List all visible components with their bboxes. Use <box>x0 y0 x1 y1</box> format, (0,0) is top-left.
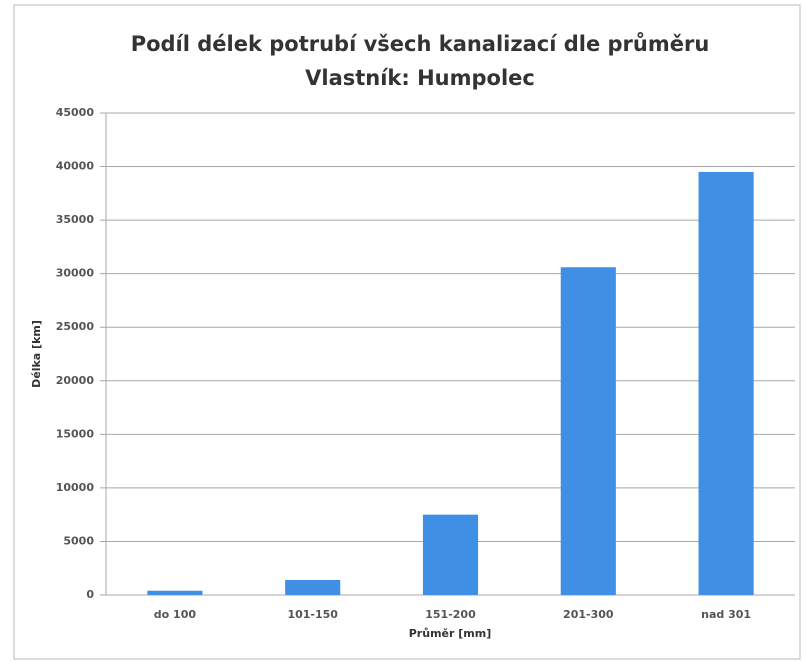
x-tick-label: 101-150 <box>287 608 338 621</box>
bar <box>285 580 341 595</box>
bar <box>560 267 616 595</box>
bar <box>147 590 203 595</box>
x-tick-label: nad 301 <box>701 608 751 621</box>
y-tick-label: 40000 <box>56 160 95 173</box>
bar <box>422 514 479 595</box>
y-tick-label: 45000 <box>56 106 95 119</box>
y-tick-label: 30000 <box>56 267 95 280</box>
y-tick-label: 15000 <box>56 427 95 440</box>
chart-subtitle: Vlastník: Humpolec <box>305 66 535 90</box>
y-axis-label: Délka [km] <box>30 320 43 388</box>
x-tick-label: 201-300 <box>563 608 614 621</box>
y-tick-label: 25000 <box>56 320 95 333</box>
y-tick-label: 5000 <box>63 534 94 547</box>
chart-frame <box>13 4 801 660</box>
x-tick-label: do 100 <box>154 608 197 621</box>
bar <box>698 171 754 595</box>
chart-title: Podíl délek potrubí všech kanalizací dle… <box>131 32 710 56</box>
y-tick-label: 35000 <box>56 213 95 226</box>
y-tick-label: 20000 <box>56 374 95 387</box>
y-tick-label: 0 <box>86 588 94 601</box>
x-axis-label: Průměr [mm] <box>409 627 491 640</box>
x-tick-label: 151-200 <box>425 608 476 621</box>
y-tick-label: 10000 <box>56 481 95 494</box>
